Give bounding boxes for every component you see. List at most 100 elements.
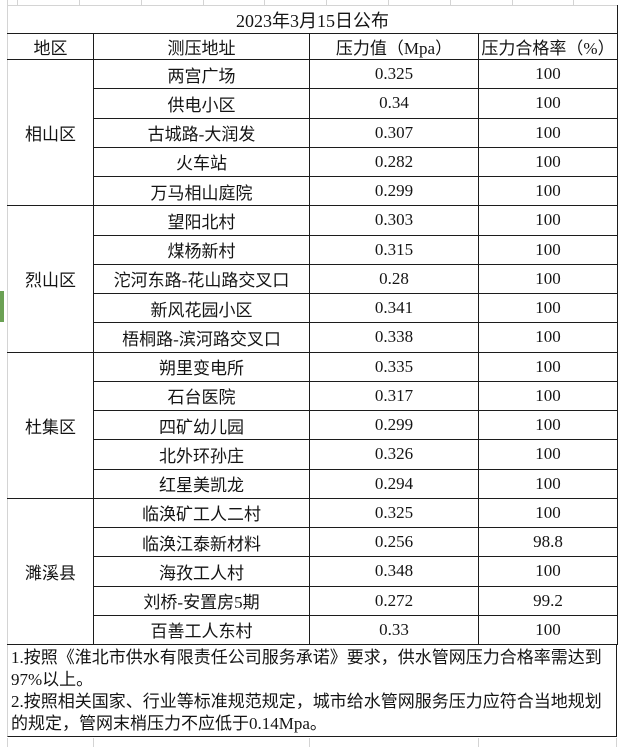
address-cell: 石台医院 xyxy=(93,380,310,412)
address-cell: 万马相山庭院 xyxy=(93,175,310,207)
gridline-artifact xyxy=(326,0,327,5)
table-row: 相山区 两宫广场 0.325 100 xyxy=(7,58,618,207)
table-row: 临涣江泰新材料 0.256 98.8 xyxy=(8,526,618,558)
pressure-cell: 0.28 xyxy=(309,263,479,295)
footnote-1: 1.按照《淮北市供水有限责任公司服务承诺》要求，供水管网压力合格率需达到97%以… xyxy=(11,648,602,689)
pressure-cell: 0.294 xyxy=(309,468,479,499)
rate-cell: 100 xyxy=(478,292,618,324)
pressure-cell: 0.338 xyxy=(309,322,479,353)
rate-cell: 100 xyxy=(478,468,618,499)
footnote-2: 2.按照相关国家、行业等标准规范规定，城市给水管网服务压力应符合当地规划的规定，… xyxy=(11,692,602,733)
rate-cell: 100 xyxy=(478,497,618,529)
table-row: 万马相山庭院 0.299 100 xyxy=(8,175,618,207)
region-cell: 濉溪县 xyxy=(7,497,94,646)
rate-cell: 100 xyxy=(478,175,618,207)
address-cell: 朔里变电所 xyxy=(93,351,310,382)
column-header-rate: 压力合格率（%） xyxy=(478,33,618,60)
rate-cell: 100 xyxy=(478,263,618,295)
rate-cell: 100 xyxy=(478,234,618,265)
address-cell: 古城路-大润发 xyxy=(93,117,310,148)
pressure-cell: 0.326 xyxy=(309,439,479,470)
table-row: 新风花园小区 0.341 100 xyxy=(8,292,618,324)
table-row: 煤杨新村 0.315 100 xyxy=(8,234,618,265)
address-cell: 沱河东路-花山路交叉口 xyxy=(93,263,310,295)
gridline-artifact xyxy=(79,0,80,5)
rate-cell: 100 xyxy=(478,88,618,119)
region-cell: 杜集区 xyxy=(7,351,94,499)
address-cell: 刘桥-安置房5期 xyxy=(93,585,310,616)
address-cell: 新风花园小区 xyxy=(93,292,310,324)
table-row: 北外环孙庄 0.326 100 xyxy=(8,439,618,470)
table-row: 濉溪县 临涣矿工人二村 0.325 100 xyxy=(7,497,618,646)
pressure-cell: 0.34 xyxy=(309,88,479,119)
table-row: 火车站 0.282 100 xyxy=(8,146,618,178)
footnotes: 1.按照《淮北市供水有限责任公司服务承诺》要求，供水管网压力合格率需达到97%以… xyxy=(7,645,617,737)
address-cell: 梧桐路-滨河路交叉口 xyxy=(93,322,310,353)
pressure-cell: 0.315 xyxy=(309,234,479,265)
pressure-cell: 0.307 xyxy=(309,117,479,148)
rate-cell: 100 xyxy=(478,556,618,587)
gridline-artifact xyxy=(93,738,94,747)
gridline-artifact xyxy=(388,0,389,5)
address-cell: 临涣矿工人二村 xyxy=(93,497,310,529)
pressure-cell: 0.256 xyxy=(309,526,479,558)
region-cell: 烈山区 xyxy=(7,205,94,353)
table-row: 刘桥-安置房5期 0.272 99.2 xyxy=(8,585,618,616)
pressure-cell: 0.282 xyxy=(309,146,479,178)
rate-cell: 98.8 xyxy=(478,526,618,558)
table-row: 梧桐路-滨河路交叉口 0.338 100 xyxy=(8,322,618,353)
pressure-cell: 0.335 xyxy=(309,351,479,382)
table-row: 海孜工人村 0.348 100 xyxy=(8,556,618,587)
rate-cell: 100 xyxy=(478,117,618,148)
gridline-artifact xyxy=(573,0,574,5)
table-row: 供电小区 0.34 100 xyxy=(8,88,618,119)
column-header-pressure: 压力值（Mpa） xyxy=(309,33,479,60)
address-cell: 四矿幼儿园 xyxy=(93,409,310,441)
pressure-cell: 0.317 xyxy=(309,380,479,412)
table-row: 百善工人东村 0.33 100 xyxy=(8,614,618,646)
address-cell: 望阳北村 xyxy=(93,205,310,236)
address-cell: 两宫广场 xyxy=(93,58,310,90)
address-cell: 北外环孙庄 xyxy=(93,439,310,470)
gridline-artifact xyxy=(7,738,8,747)
pressure-table-body: 相山区 两宫广场 0.325 100 供电小区 0.34 100 古城路-大润发 0.307 10… xyxy=(7,58,618,646)
header-row: 地区 测压地址 压力值（Mpa） 压力合格率（%） xyxy=(7,33,618,60)
table-row: 四矿幼儿园 0.299 100 xyxy=(8,409,618,441)
rate-cell: 100 xyxy=(478,614,618,646)
table-row: 沱河东路-花山路交叉口 0.28 100 xyxy=(8,263,618,295)
table-row: 烈山区 望阳北村 0.303 100 xyxy=(7,205,618,353)
gridline-artifact xyxy=(17,0,18,5)
gridline-artifact xyxy=(264,0,265,5)
green-edge-artifact xyxy=(0,291,4,322)
pressure-cell: 0.299 xyxy=(309,175,479,207)
rate-cell: 99.2 xyxy=(478,585,618,616)
rate-cell: 100 xyxy=(478,439,618,470)
title-row: 2023年3月15日公布 xyxy=(7,5,618,34)
gridline-artifact xyxy=(512,0,513,5)
table-row: 杜集区 朔里变电所 0.335 100 xyxy=(7,351,618,499)
rate-cell: 100 xyxy=(478,58,618,90)
pressure-cell: 0.272 xyxy=(309,585,479,616)
gridline-artifact xyxy=(478,738,479,747)
gridline-artifact xyxy=(141,0,142,5)
column-header-region: 地区 xyxy=(7,33,94,60)
pressure-cell: 0.303 xyxy=(309,205,479,236)
gridline-artifact xyxy=(450,0,451,5)
rate-cell: 100 xyxy=(478,146,618,178)
table-row: 石台医院 0.317 100 xyxy=(8,380,618,412)
address-cell: 供电小区 xyxy=(93,88,310,119)
address-cell: 海孜工人村 xyxy=(93,556,310,587)
rate-cell: 100 xyxy=(478,322,618,353)
pressure-cell: 0.299 xyxy=(309,409,479,441)
gridline-artifact xyxy=(616,738,617,747)
rate-cell: 100 xyxy=(478,205,618,236)
pressure-report-table: 2023年3月15日公布 地区 测压地址 压力值（Mpa） 压力合格率（%） 相… xyxy=(7,5,618,646)
table-row: 红星美凯龙 0.294 100 xyxy=(8,468,618,499)
pressure-cell: 0.341 xyxy=(309,292,479,324)
pressure-cell: 0.325 xyxy=(309,497,479,529)
address-cell: 火车站 xyxy=(93,146,310,178)
column-header-address: 测压地址 xyxy=(93,33,310,60)
gridline-artifact xyxy=(203,0,204,5)
address-cell: 红星美凯龙 xyxy=(93,468,310,499)
